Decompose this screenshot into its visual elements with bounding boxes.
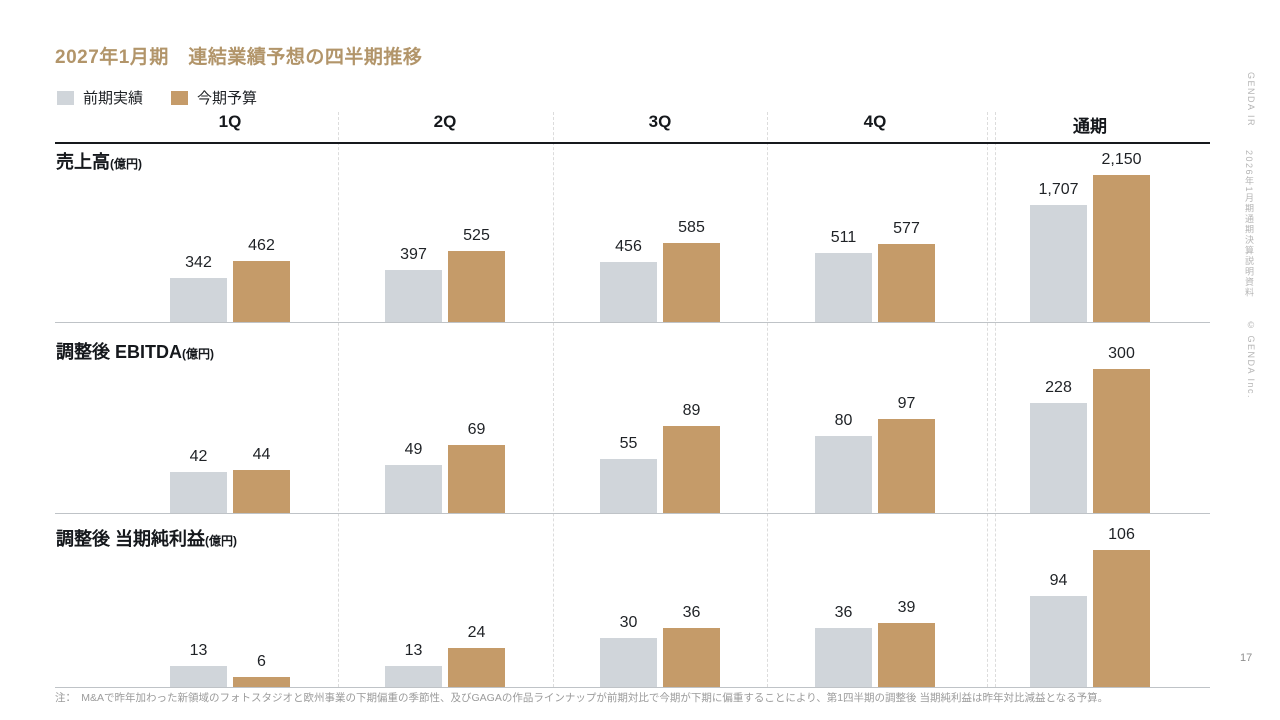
- column-divider: [338, 112, 339, 687]
- bar-value-label: 44: [252, 446, 271, 463]
- bar-budget: [233, 470, 290, 513]
- bar-previous: [170, 666, 227, 687]
- column-divider: [767, 112, 768, 687]
- column-header-3Q: 3Q: [648, 112, 672, 131]
- bar-value-label: 6: [257, 653, 266, 670]
- legend-label-current-budget: 今期予算: [197, 90, 258, 107]
- side-text-copyright: © GENDA Inc.: [1246, 320, 1256, 400]
- bar-value-label: 89: [682, 402, 701, 419]
- row-rule: [55, 513, 1210, 514]
- bar-value-label: 2,150: [1101, 151, 1142, 168]
- bar-previous: [1030, 596, 1087, 687]
- bar-previous: [385, 270, 442, 322]
- bar-value-label: 39: [897, 599, 916, 616]
- bar-value-label: 462: [248, 237, 275, 254]
- page-number: 17: [1240, 652, 1253, 664]
- bar-budget: [663, 628, 720, 687]
- bar-value-label: 525: [463, 227, 490, 244]
- bar-value-label: 36: [834, 604, 853, 621]
- bar-value-label: 397: [400, 246, 427, 263]
- bar-budget: [1093, 550, 1150, 687]
- column-divider: [987, 112, 988, 687]
- section-title: 調整後 当期純利益: [56, 529, 206, 549]
- column-header-2Q: 2Q: [433, 112, 457, 131]
- bar-previous: [815, 628, 872, 687]
- row-rule: [55, 322, 1210, 323]
- legend-label-previous-actual: 前期実績: [83, 90, 144, 107]
- section-unit: (億円): [205, 534, 238, 548]
- side-text-presentation-title: 2026年1月期通期決算説明資料: [1244, 150, 1254, 299]
- legend-swatch-previous-actual: [57, 90, 74, 105]
- bar-value-label: 1,707: [1038, 181, 1079, 198]
- bar-budget: [448, 251, 505, 322]
- bar-previous: [600, 262, 657, 322]
- bar-budget: [233, 261, 290, 322]
- legend: 前期実績 今期予算: [57, 87, 285, 108]
- section-label: 調整後 EBITDA(億円): [56, 338, 214, 364]
- header-rule: [55, 142, 1210, 144]
- bar-value-label: 13: [189, 642, 208, 659]
- column-header-1Q: 1Q: [218, 112, 242, 131]
- bar-previous: [385, 666, 442, 687]
- row-rule: [55, 687, 1210, 688]
- bar-value-label: 94: [1049, 572, 1068, 589]
- bar-value-label: 24: [467, 624, 486, 641]
- bar-value-label: 228: [1045, 379, 1072, 396]
- bar-budget: [663, 243, 720, 322]
- bar-value-label: 342: [185, 254, 212, 271]
- bar-previous: [1030, 403, 1087, 513]
- bar-value-label: 456: [615, 238, 642, 255]
- bar-budget: [448, 445, 505, 513]
- bar-value-label: 577: [893, 220, 920, 237]
- bar-budget: [1093, 369, 1150, 513]
- bar-value-label: 300: [1108, 345, 1135, 362]
- page-title: 2027年1月期 連結業績予想の四半期推移: [55, 47, 423, 68]
- bar-budget: [878, 419, 935, 513]
- bar-budget: [878, 244, 935, 322]
- bar-value-label: 42: [189, 448, 208, 465]
- bar-value-label: 585: [678, 219, 705, 236]
- section-title: 売上高: [56, 152, 110, 172]
- bar-budget: [663, 426, 720, 513]
- bar-value-label: 106: [1108, 526, 1135, 543]
- bar-budget: [878, 623, 935, 687]
- column-header-通期: 通期: [1073, 117, 1107, 136]
- bar-value-label: 80: [834, 412, 853, 429]
- section-unit: (億円): [110, 157, 142, 171]
- bar-value-label: 30: [619, 614, 638, 631]
- bar-budget: [1093, 175, 1150, 322]
- bar-value-label: 36: [682, 604, 701, 621]
- bar-previous: [600, 459, 657, 513]
- bar-previous: [600, 638, 657, 687]
- bar-budget: [448, 648, 505, 687]
- bar-previous: [170, 472, 227, 513]
- section-unit: (億円): [182, 347, 214, 361]
- bar-previous: [815, 436, 872, 513]
- bar-value-label: 511: [830, 229, 857, 246]
- legend-swatch-current-budget: [171, 90, 189, 105]
- bar-value-label: 97: [897, 395, 916, 412]
- section-label: 調整後 当期純利益(億円): [56, 525, 237, 551]
- bar-value-label: 69: [467, 421, 486, 438]
- bar-value-label: 55: [619, 435, 638, 452]
- bar-value-label: 49: [404, 441, 423, 458]
- section-title: 調整後 EBITDA: [56, 342, 182, 362]
- side-text-genda-ir: GENDA IR: [1246, 72, 1256, 128]
- column-divider: [995, 112, 996, 687]
- bar-budget: [233, 677, 290, 687]
- column-header-4Q: 4Q: [863, 112, 887, 131]
- column-divider: [553, 112, 554, 687]
- footnote: 注： M&Aで昨年加わった新領域のフォトスタジオと欧州事業の下期偏重の季節性、及…: [55, 692, 1109, 704]
- bar-previous: [170, 278, 227, 322]
- bar-previous: [385, 465, 442, 513]
- section-label: 売上高(億円): [56, 148, 142, 174]
- bar-value-label: 13: [404, 642, 423, 659]
- bar-previous: [1030, 205, 1087, 322]
- bar-previous: [815, 253, 872, 322]
